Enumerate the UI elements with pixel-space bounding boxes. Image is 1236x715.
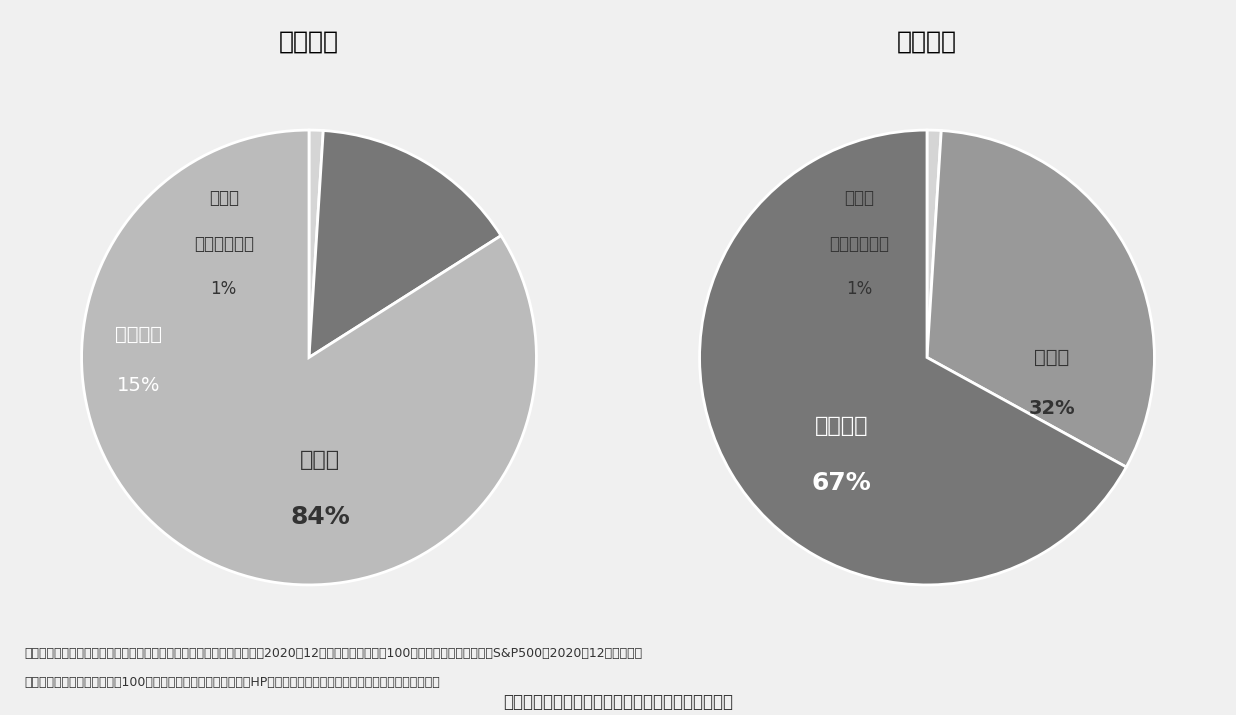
Text: 大学院卒: 大学院卒 — [815, 415, 869, 435]
Text: 67%: 67% — [812, 470, 871, 495]
Wedge shape — [700, 130, 1126, 585]
Text: 大学院卒: 大学院卒 — [115, 325, 162, 344]
Text: 1%: 1% — [845, 280, 871, 298]
Text: おける時価総額上位100社を対象に、役員四季報や企業HP等の信頼できる公開情報を基に経済産業省が作成。: おける時価総額上位100社を対象に、役員四季報や企業HP等の信頼できる公開情報を… — [25, 676, 440, 689]
Wedge shape — [82, 130, 536, 585]
Text: 1%: 1% — [210, 280, 237, 298]
Wedge shape — [927, 131, 1154, 467]
Text: （大学中退）: （大学中退） — [829, 235, 889, 253]
Text: （出所）日本企業は、株式会社東京証券取引所「銘柄別月末時価総額（2020年12月末時点）」の上位100社を対象に、米国企業はS&P500の2020年12月末時点: （出所）日本企業は、株式会社東京証券取引所「銘柄別月末時価総額（2020年12月… — [25, 647, 643, 660]
Wedge shape — [309, 130, 324, 358]
Title: 【日本】: 【日本】 — [279, 29, 339, 53]
Wedge shape — [927, 130, 942, 358]
Text: 学士卒: 学士卒 — [300, 450, 340, 470]
Text: 32%: 32% — [1028, 399, 1075, 418]
Title: 【米国】: 【米国】 — [897, 29, 957, 53]
Text: その他: その他 — [209, 189, 239, 207]
Text: 学士卒: 学士卒 — [1035, 348, 1069, 367]
Text: 15%: 15% — [116, 376, 161, 395]
Text: （大学中退）: （大学中退） — [194, 235, 253, 253]
Wedge shape — [309, 131, 501, 358]
Text: その他: その他 — [844, 189, 874, 207]
Text: 日米経営者の最終学歴の内訳（出典：経済産業省）: 日米経営者の最終学歴の内訳（出典：経済産業省） — [503, 694, 733, 711]
Text: 84%: 84% — [290, 505, 350, 528]
